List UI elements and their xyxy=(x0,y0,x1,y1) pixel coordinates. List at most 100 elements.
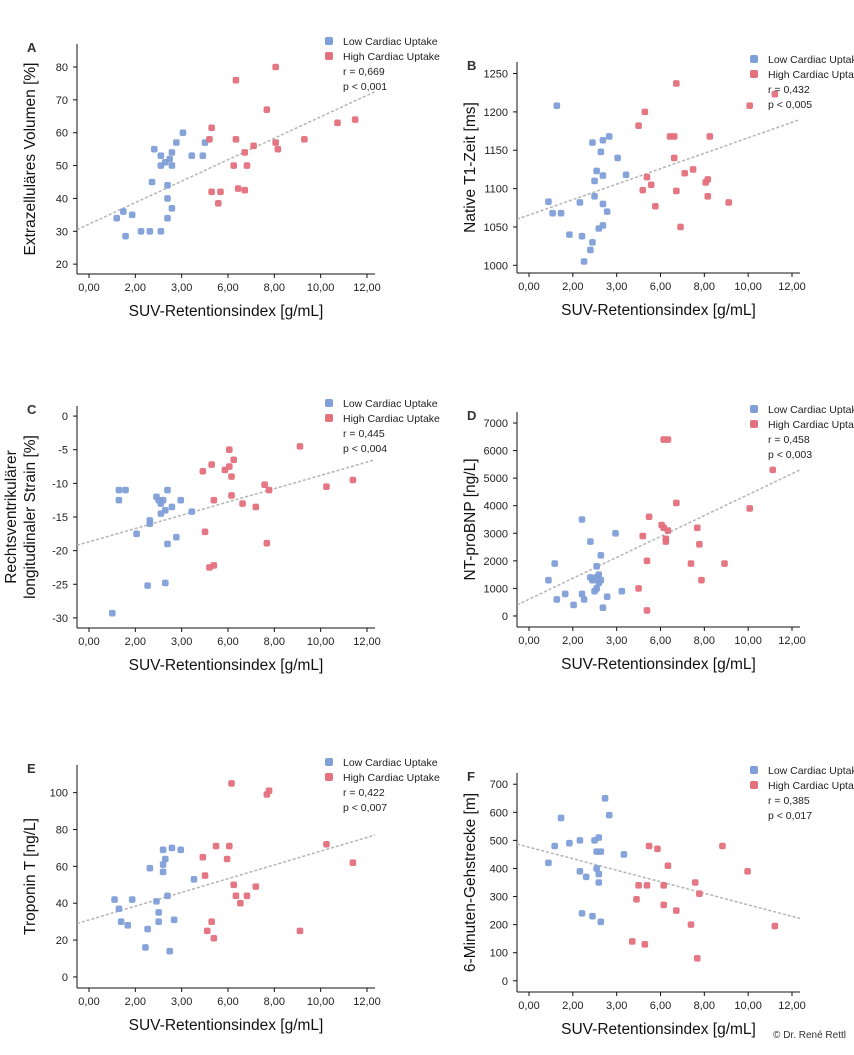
data-point-low xyxy=(593,865,600,872)
data-point-high xyxy=(239,500,246,507)
data-point-low xyxy=(157,152,165,160)
panel-letter: B xyxy=(467,58,476,73)
trend-line xyxy=(517,469,800,606)
data-point-low xyxy=(576,199,584,206)
legend-label-low: Low Cardiac Uptake xyxy=(768,54,854,66)
data-point-high xyxy=(230,162,238,169)
data-point-low xyxy=(115,905,123,913)
x-axis-title: SUV-Retentionsindex [g/mL] xyxy=(129,657,324,674)
data-point-low xyxy=(142,944,149,951)
data-point-high xyxy=(687,921,695,928)
data-point-low xyxy=(161,855,169,863)
data-point-low xyxy=(570,601,577,609)
y-tick-label: 0 xyxy=(502,611,508,623)
legend-label-high: High Cardiac Uptake xyxy=(768,419,854,431)
data-point-low xyxy=(150,145,158,153)
data-point-low xyxy=(595,571,603,578)
data-point-low xyxy=(545,198,552,205)
x-axis-title: SUV-Retentionsindex [g/mL] xyxy=(561,656,756,673)
x-tick-label: 3,00 xyxy=(171,636,192,648)
legend-label-low: Low Cardiac Uptake xyxy=(343,757,438,769)
data-point-high xyxy=(199,467,207,475)
data-point-high xyxy=(223,855,231,863)
stat-p: p < 0,004 xyxy=(343,443,387,455)
panel-c: C 0 -5 -10 -15 -20 -25 -30 0,00 2,00 3,00 6,00 8,00 1… xyxy=(3,398,440,674)
stat-p: p < 0,003 xyxy=(768,449,812,461)
x-tick-label: 12,00 xyxy=(353,996,381,1008)
data-point-high xyxy=(639,532,647,540)
legend-marker-low xyxy=(750,55,758,63)
data-point-low xyxy=(159,861,167,868)
data-point-low xyxy=(545,576,552,584)
x-tick-label: 2,00 xyxy=(562,281,583,293)
panel-letter: E xyxy=(27,761,36,776)
x-tick-label: 12,00 xyxy=(353,636,381,648)
y-axis-title: Extrazelluläres Volumen [%] xyxy=(22,63,39,256)
stat-r: r = 0,669 xyxy=(343,66,385,78)
data-point-high xyxy=(228,492,235,499)
data-point-low xyxy=(153,898,160,905)
data-point-high xyxy=(212,842,220,850)
data-point-low xyxy=(599,172,607,179)
data-point-low xyxy=(595,879,603,886)
y-tick-label: 20 xyxy=(56,259,68,271)
data-point-high xyxy=(693,955,701,962)
y-tick-label: 1000 xyxy=(484,583,508,595)
data-point-low xyxy=(599,604,607,612)
x-tick-label: 2,00 xyxy=(125,996,146,1008)
data-point-high xyxy=(662,535,670,543)
data-point-high xyxy=(769,466,777,474)
data-point-low xyxy=(168,149,176,156)
data-point-low xyxy=(188,508,196,515)
data-point-high xyxy=(263,106,271,114)
data-point-high xyxy=(301,135,308,143)
legend-marker-high xyxy=(325,414,333,422)
data-point-low xyxy=(159,868,167,876)
data-point-high xyxy=(639,186,647,194)
y-tick-label: 500 xyxy=(490,835,508,847)
legend-marker-high xyxy=(325,52,333,60)
data-point-low xyxy=(566,231,573,238)
data-point-high xyxy=(228,473,235,480)
data-point-high xyxy=(628,938,636,945)
y-tick-label: 2000 xyxy=(484,556,508,568)
legend-label-high: High Cardiac Uptake xyxy=(343,772,440,784)
data-point-high xyxy=(746,102,753,110)
x-axis-title: SUV-Retentionsindex [g/mL] xyxy=(561,302,756,319)
x-tick-label: 2,00 xyxy=(125,282,146,294)
y-tick-label: 0 xyxy=(62,972,68,984)
legend-label-low: Low Cardiac Uptake xyxy=(768,765,854,777)
data-point-high xyxy=(691,879,699,886)
data-point-low xyxy=(576,837,584,844)
data-point-low xyxy=(561,590,569,598)
x-tick-label: 0,00 xyxy=(518,1000,539,1012)
data-point-high xyxy=(635,882,642,889)
data-point-low xyxy=(593,585,600,592)
y-tick-label: 5000 xyxy=(484,473,508,485)
data-point-high xyxy=(706,133,714,140)
legend-marker-high xyxy=(750,781,758,789)
y-tick-label: 6000 xyxy=(484,446,508,458)
y-tick-label: 60 xyxy=(56,861,68,873)
data-point-low xyxy=(190,875,198,883)
data-point-low xyxy=(599,222,607,229)
legend-label-low: Low Cardiac Uptake xyxy=(343,36,438,48)
data-point-low xyxy=(597,848,605,855)
x-axis-title: SUV-Retentionsindex [g/mL] xyxy=(561,1021,756,1038)
data-point-low xyxy=(128,896,136,903)
data-point-low xyxy=(597,576,605,584)
data-point-low xyxy=(137,227,145,235)
data-point-low xyxy=(144,582,151,589)
data-point-low xyxy=(582,873,590,881)
x-tick-label: 6,00 xyxy=(217,282,238,294)
stat-p: p < 0,007 xyxy=(343,802,387,814)
x-tick-label: 10,00 xyxy=(734,281,762,293)
data-point-high xyxy=(232,76,240,84)
data-point-low xyxy=(557,209,565,217)
data-point-low xyxy=(113,214,121,222)
data-point-high xyxy=(704,192,712,200)
data-point-high xyxy=(265,787,273,795)
x-tick-label: 12,00 xyxy=(778,1000,806,1012)
data-point-high xyxy=(673,80,680,87)
x-axis-title: SUV-Retentionsindex [g/mL] xyxy=(129,303,324,320)
